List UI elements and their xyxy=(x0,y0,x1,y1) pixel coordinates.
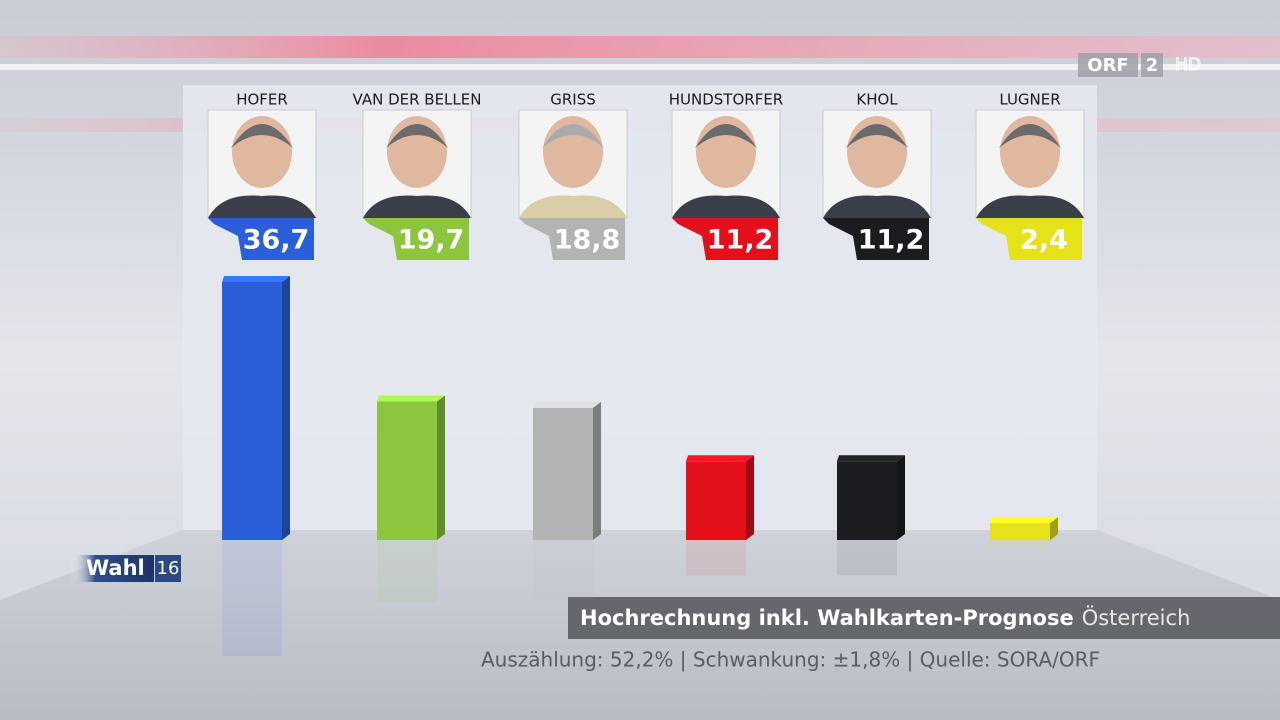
candidate-name: LUGNER xyxy=(999,91,1060,109)
channel-number: 2 xyxy=(1146,55,1159,76)
value-label: 18,8 xyxy=(554,225,621,256)
bar-reflection xyxy=(837,540,897,576)
channel-logo: ORF 2 HD xyxy=(1078,53,1201,77)
value-tab xyxy=(519,218,625,260)
bar-top xyxy=(377,395,445,402)
value-tab xyxy=(208,218,314,260)
photo-suit xyxy=(363,195,471,218)
candidate-name: HUNDSTORFER xyxy=(669,91,783,109)
value-label: 19,7 xyxy=(398,225,465,256)
photo-hair xyxy=(386,124,448,148)
candidate-photo xyxy=(207,109,317,219)
value-label: 2,4 xyxy=(1020,225,1068,256)
bar xyxy=(533,407,593,540)
streak xyxy=(0,36,1280,58)
bar-top xyxy=(533,401,601,408)
bar-side xyxy=(1050,517,1058,540)
photo-hair xyxy=(542,124,604,148)
bar-side xyxy=(897,455,905,540)
bar-top xyxy=(686,455,754,462)
bar xyxy=(222,281,282,540)
value-tab xyxy=(976,218,1082,260)
photo-hair xyxy=(695,124,757,148)
bar-top xyxy=(990,517,1058,524)
logo-box xyxy=(1141,53,1163,77)
bar xyxy=(686,461,746,540)
bar-side xyxy=(593,401,601,540)
photo-suit xyxy=(976,195,1084,218)
value-label: 11,2 xyxy=(858,225,925,256)
source-note: Auszählung: 52,2% | Schwankung: ±1,8% | … xyxy=(481,648,1100,672)
candidate-photo xyxy=(362,109,472,219)
value-label: 11,2 xyxy=(707,225,774,256)
bar xyxy=(377,401,437,540)
title-bar xyxy=(568,597,1280,639)
logo-box xyxy=(70,555,154,582)
logo-year: 16 xyxy=(157,558,180,579)
chart-panel xyxy=(183,85,1097,530)
bar-top xyxy=(222,275,290,282)
candidate-name: GRISS xyxy=(550,91,596,109)
candidate-photo xyxy=(822,109,932,219)
candidate-name: KHOL xyxy=(856,91,898,109)
bar-reflection xyxy=(990,540,1050,548)
bar xyxy=(837,461,897,540)
streak xyxy=(0,64,1280,70)
bar-top xyxy=(837,455,905,462)
photo-suit xyxy=(672,195,780,218)
bar-reflection xyxy=(222,540,282,657)
bar-reflection xyxy=(377,540,437,603)
bar-reflection xyxy=(533,540,593,600)
value-label: 36,7 xyxy=(243,225,310,256)
photo-suit xyxy=(519,195,627,218)
bar-side xyxy=(282,275,290,540)
bar-side xyxy=(746,455,754,540)
candidate-name: HOFER xyxy=(236,91,288,109)
candidate-name: VAN DER BELLEN xyxy=(353,91,482,109)
chart-subtitle: Österreich xyxy=(1082,605,1191,630)
photo-suit xyxy=(823,195,931,218)
value-tab xyxy=(672,218,778,260)
channel: ORF xyxy=(1087,55,1128,76)
logo-box xyxy=(1078,53,1138,77)
candidate-photo xyxy=(671,109,781,219)
photo-hair xyxy=(846,124,908,148)
candidate-photo xyxy=(975,109,1085,219)
wahl-logo: Wahl 16 xyxy=(70,555,181,582)
bar-side xyxy=(437,395,445,540)
photo-hair xyxy=(999,124,1061,148)
value-tab xyxy=(823,218,929,260)
photo-hair xyxy=(231,124,293,148)
logo-word: Wahl xyxy=(86,556,145,580)
bar-reflection xyxy=(686,540,746,576)
bar xyxy=(990,523,1050,540)
hd: HD xyxy=(1175,55,1201,75)
value-tab xyxy=(363,218,469,260)
logo-box xyxy=(155,555,181,582)
chart-title: Hochrechnung inkl. Wahlkarten-Prognose xyxy=(580,606,1074,630)
photo-suit xyxy=(208,195,316,218)
candidate-photo xyxy=(518,109,628,219)
